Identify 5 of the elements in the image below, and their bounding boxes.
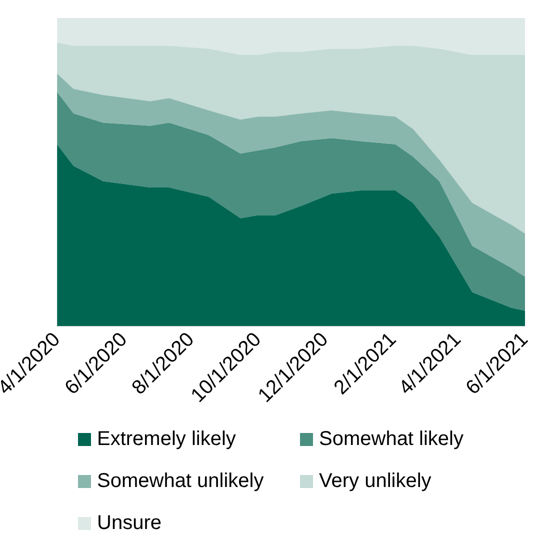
legend-label: Somewhat likely <box>319 428 464 450</box>
legend-label: Unsure <box>97 512 162 534</box>
legend-label: Extremely likely <box>97 428 236 450</box>
legend-label: Very unlikely <box>319 470 432 492</box>
legend-label: Somewhat unlikely <box>97 470 264 492</box>
